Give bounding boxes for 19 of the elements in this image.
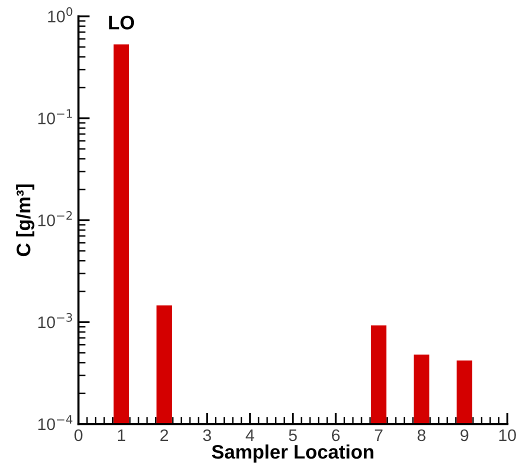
y-tick-label: 10$^{−2}$ xyxy=(38,211,72,226)
x-tick-label: 3 xyxy=(203,429,212,442)
x-axis-title: Sampler Location xyxy=(212,444,374,463)
y-tick-label: 10$^{−1}$ xyxy=(38,109,72,124)
y-tick-label: 10$^{−4}$ xyxy=(38,415,72,430)
y-tick-label: 10$^{0}$ xyxy=(48,7,72,22)
x-tick-label: 7 xyxy=(374,430,382,441)
x-tick-label: 0 xyxy=(74,429,82,442)
x-tick-label: 9 xyxy=(460,429,468,442)
x-tick-label: 5 xyxy=(288,430,297,442)
x-tick-label: 10 xyxy=(499,429,516,442)
x-tick-label: 4 xyxy=(246,430,254,441)
y-axis-title: C [g/m³] xyxy=(16,184,34,256)
x-tick-label: 6 xyxy=(332,429,340,442)
x-tick-label: 8 xyxy=(418,429,426,442)
x-tick-label: 1 xyxy=(118,430,126,441)
annotation: LO xyxy=(109,16,134,30)
x-tick-label: 2 xyxy=(160,429,168,441)
y-tick-label: 10$^{−3}$ xyxy=(38,312,72,328)
